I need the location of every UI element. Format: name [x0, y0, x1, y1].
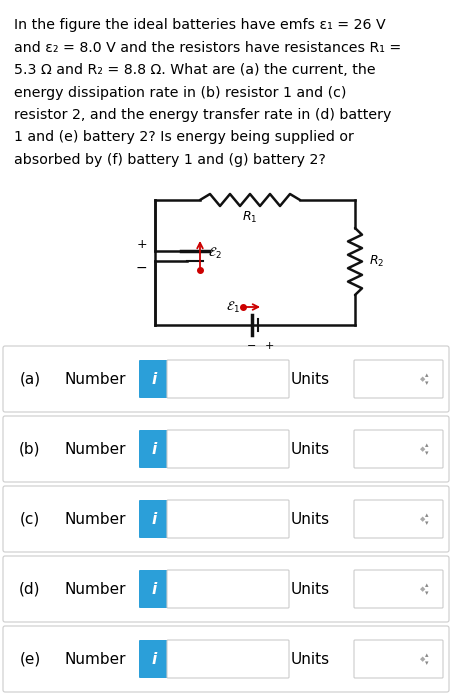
Text: ◆: ◆ — [419, 446, 424, 452]
Text: ◆: ◆ — [419, 656, 424, 662]
Text: (c): (c) — [20, 512, 40, 526]
Text: Number: Number — [64, 372, 125, 386]
Text: resistor 2, and the energy transfer rate in (d) battery: resistor 2, and the energy transfer rate… — [14, 108, 391, 122]
FancyBboxPatch shape — [353, 360, 442, 398]
Text: ▾: ▾ — [423, 590, 427, 596]
Text: ▾: ▾ — [423, 660, 427, 666]
FancyBboxPatch shape — [3, 486, 448, 552]
FancyBboxPatch shape — [3, 416, 448, 482]
Text: $R_1$: $R_1$ — [242, 210, 257, 225]
Text: Units: Units — [290, 372, 329, 386]
Text: ▴: ▴ — [423, 372, 427, 378]
FancyBboxPatch shape — [353, 430, 442, 468]
Text: i: i — [151, 582, 156, 596]
Text: ▾: ▾ — [423, 380, 427, 386]
Text: energy dissipation rate in (b) resistor 1 and (c): energy dissipation rate in (b) resistor … — [14, 85, 345, 99]
FancyBboxPatch shape — [139, 570, 169, 608]
FancyBboxPatch shape — [139, 640, 169, 678]
Text: absorbed by (f) battery 1 and (g) battery 2?: absorbed by (f) battery 1 and (g) batter… — [14, 153, 325, 167]
Text: ◆: ◆ — [419, 586, 424, 592]
Text: 5.3 Ω and R₂ = 8.8 Ω. What are (a) the current, the: 5.3 Ω and R₂ = 8.8 Ω. What are (a) the c… — [14, 63, 375, 77]
Text: i: i — [151, 442, 156, 456]
FancyBboxPatch shape — [139, 500, 169, 538]
FancyBboxPatch shape — [3, 556, 448, 622]
FancyBboxPatch shape — [3, 346, 448, 412]
FancyBboxPatch shape — [139, 360, 169, 398]
FancyBboxPatch shape — [353, 500, 442, 538]
FancyBboxPatch shape — [353, 640, 442, 678]
Text: ▴: ▴ — [423, 582, 427, 588]
Text: i: i — [151, 512, 156, 526]
Text: i: i — [151, 652, 156, 666]
Text: ▾: ▾ — [423, 520, 427, 526]
Text: −: − — [247, 341, 256, 351]
Text: ▾: ▾ — [423, 450, 427, 456]
Text: ▴: ▴ — [423, 512, 427, 518]
Text: Number: Number — [64, 582, 125, 596]
Text: $\mathcal{E}_2$: $\mathcal{E}_2$ — [207, 246, 221, 260]
Text: Units: Units — [290, 582, 329, 596]
Text: ▴: ▴ — [423, 442, 427, 448]
FancyBboxPatch shape — [166, 640, 288, 678]
FancyBboxPatch shape — [166, 430, 288, 468]
Text: ◆: ◆ — [419, 516, 424, 522]
FancyBboxPatch shape — [166, 360, 288, 398]
Text: 1 and (e) battery 2? Is energy being supplied or: 1 and (e) battery 2? Is energy being sup… — [14, 130, 353, 144]
Text: Number: Number — [64, 652, 125, 666]
Text: In the figure the ideal batteries have emfs ε₁ = 26 V: In the figure the ideal batteries have e… — [14, 18, 385, 32]
Text: Units: Units — [290, 652, 329, 666]
Text: Units: Units — [290, 442, 329, 456]
Text: −: − — [135, 261, 147, 275]
Text: i: i — [151, 372, 156, 386]
Text: $\mathcal{E}_1$: $\mathcal{E}_1$ — [226, 300, 239, 314]
Text: (e): (e) — [19, 652, 41, 666]
Text: and ε₂ = 8.0 V and the resistors have resistances R₁ =: and ε₂ = 8.0 V and the resistors have re… — [14, 41, 400, 55]
FancyBboxPatch shape — [166, 570, 288, 608]
Text: +: + — [264, 341, 274, 351]
Text: $R_2$: $R_2$ — [368, 254, 383, 269]
FancyBboxPatch shape — [353, 570, 442, 608]
Text: Number: Number — [64, 512, 125, 526]
Text: Units: Units — [290, 512, 329, 526]
Text: ▴: ▴ — [423, 652, 427, 658]
Text: ◆: ◆ — [419, 376, 424, 382]
FancyBboxPatch shape — [166, 500, 288, 538]
Text: (a): (a) — [19, 372, 41, 386]
Text: +: + — [136, 237, 147, 251]
FancyBboxPatch shape — [139, 430, 169, 468]
Text: (d): (d) — [19, 582, 41, 596]
Text: (b): (b) — [19, 442, 41, 456]
FancyBboxPatch shape — [3, 626, 448, 692]
Text: Number: Number — [64, 442, 125, 456]
